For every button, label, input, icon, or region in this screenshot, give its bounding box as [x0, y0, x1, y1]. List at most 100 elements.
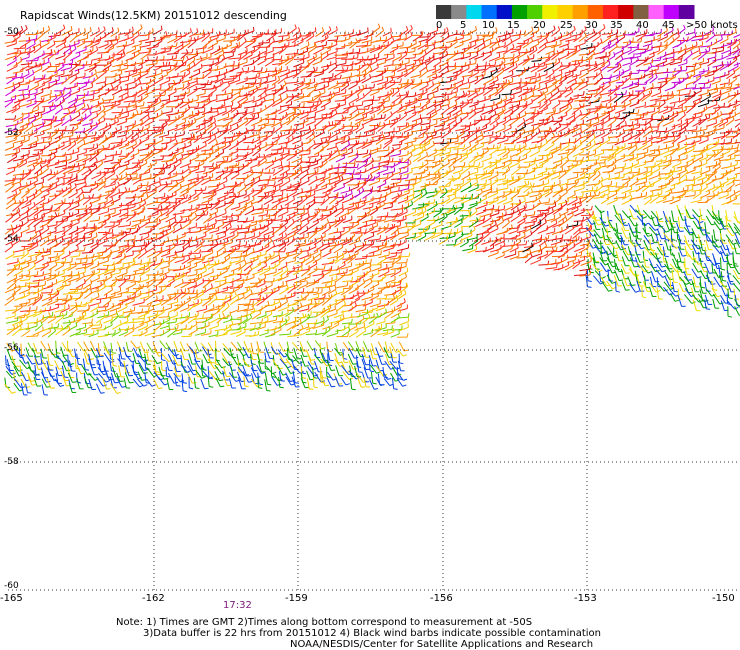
wind-barb-flag: [141, 126, 144, 131]
wind-barb-flag: [35, 62, 37, 67]
wind-barb-flag: [662, 115, 665, 120]
wind-barb: [655, 160, 666, 162]
wind-barb-flag: [556, 50, 560, 55]
wind-barb-flag: [735, 28, 737, 33]
wind-barb-flag: [495, 37, 499, 42]
wind-barb: [683, 53, 693, 62]
wind-barb: [357, 38, 368, 42]
wind-barb: [501, 36, 511, 43]
wind-barb-flag: [288, 116, 291, 121]
wind-barb-flag: [175, 42, 178, 47]
wind-barb-flag: [286, 93, 289, 98]
wind-barb: [418, 91, 428, 98]
wind-barb-flag: [175, 116, 178, 121]
wind-barb: [727, 95, 737, 103]
wind-barb: [690, 90, 702, 97]
wind-barb: [607, 88, 618, 97]
wind-barb-flag: [43, 50, 45, 55]
wind-barb-flag: [353, 163, 356, 168]
wind-barb: [698, 92, 709, 97]
wind-barb-flag: [336, 26, 338, 31]
wind-barb-flag: [438, 81, 441, 86]
wind-barb: [699, 33, 711, 38]
wind-barb-flag: [642, 92, 646, 97]
wind-barb-flag: [50, 137, 53, 142]
wind-barb-flag: [611, 145, 614, 150]
wind-barb: [586, 93, 597, 96]
wind-barb-flag: [69, 140, 72, 145]
wind-barb: [280, 120, 291, 127]
wind-barb-flag: [67, 74, 70, 79]
wind-barb: [454, 51, 465, 55]
wind-barb-flag: [294, 52, 296, 57]
wind-barb-flag: [447, 116, 450, 121]
wind-barb: [390, 153, 401, 157]
wind-barb-flag: [165, 162, 169, 167]
wind-barb-flag: [701, 152, 704, 158]
wind-barb: [12, 70, 23, 74]
wind-barb-flag: [531, 134, 533, 139]
wind-barb: [572, 151, 584, 158]
wind-barb: [328, 29, 338, 36]
wind-barb: [202, 125, 213, 134]
wind-barb-flag: [154, 37, 156, 42]
wind-barb: [363, 128, 375, 134]
wind-barb: [592, 144, 602, 152]
wind-barb: [174, 111, 186, 114]
wind-barb: [110, 31, 120, 37]
wind-barb-flag: [481, 73, 484, 78]
wind-barb: [418, 70, 429, 79]
wind-barb: [543, 96, 553, 104]
wind-barb: [581, 125, 592, 134]
wind-barb-flag: [560, 61, 563, 67]
wind-barb-flag: [279, 105, 282, 110]
wind-barb-flag: [181, 98, 184, 103]
wind-barb-flag: [603, 61, 605, 67]
wind-barb-flag: [367, 55, 369, 60]
wind-barb-flag: [113, 52, 115, 57]
wind-barb: [335, 57, 347, 59]
wind-barb-flag: [202, 29, 205, 34]
wind-barb-flag: [531, 26, 534, 31]
wind-barb: [200, 56, 212, 62]
wind-barb: [221, 85, 230, 92]
wind-barb: [656, 119, 665, 126]
wind-barb: [734, 100, 740, 103]
wind-barb-flag: [137, 31, 140, 36]
wind-barb-flag: [165, 143, 168, 148]
wind-barb-flag: [507, 166, 511, 171]
wind-barb-flag: [476, 63, 479, 68]
wind-barb: [537, 46, 547, 54]
wind-barb-flag: [362, 114, 365, 120]
wind-barb-flag: [630, 134, 633, 139]
wind-barb-flag: [154, 98, 157, 103]
wind-barb: [314, 92, 326, 98]
wind-barb-flag: [60, 91, 64, 96]
wind-barb: [671, 162, 682, 168]
wind-barb-flag: [264, 86, 267, 92]
wind-barb: [396, 72, 408, 80]
wind-barb: [335, 157, 345, 163]
wind-barb-flag: [350, 91, 353, 96]
wind-barb: [642, 43, 652, 47]
wind-barb-flag: [665, 57, 667, 62]
wind-barb: [621, 103, 632, 109]
wind-barb: [33, 68, 43, 74]
wind-barb: [705, 132, 716, 138]
wind-barb-flag: [258, 153, 261, 158]
wind-barb: [417, 43, 429, 50]
wind-barb-flag: [636, 153, 639, 158]
wind-barb-flag: [397, 86, 400, 91]
wind-barb: [447, 146, 459, 149]
wind-barb-flag: [307, 164, 310, 170]
wind-barb: [77, 56, 89, 62]
wind-barb-flag: [363, 141, 365, 146]
wind-barb-flag: [433, 44, 436, 49]
wind-barb: [468, 113, 477, 120]
wind-barb: [69, 127, 79, 134]
wind-barb: [448, 161, 457, 168]
wind-barb-flag: [420, 79, 423, 84]
wind-barb: [712, 121, 723, 128]
wind-barb: [439, 48, 448, 56]
wind-barb-flag: [36, 158, 38, 163]
